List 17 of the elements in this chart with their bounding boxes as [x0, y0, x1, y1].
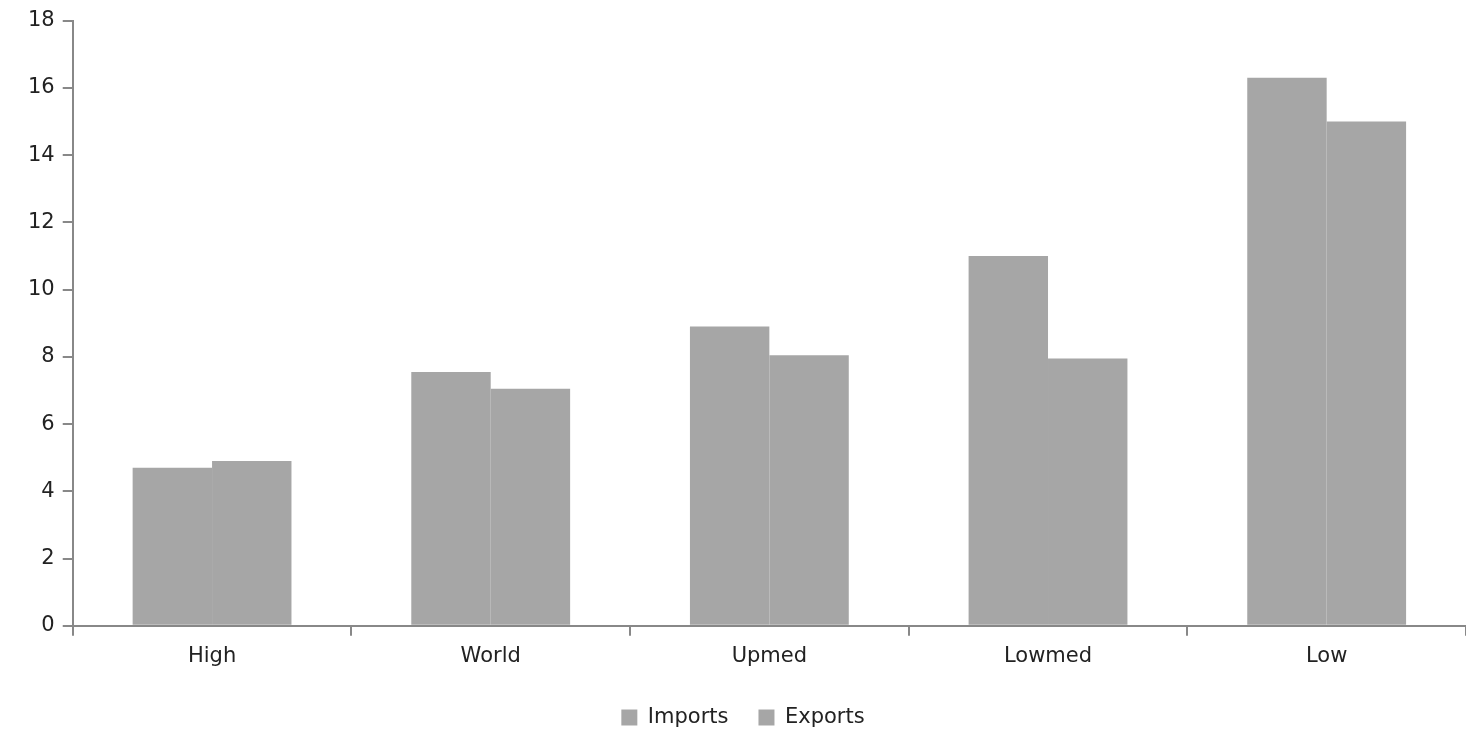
y-tick-label: 8	[41, 343, 55, 368]
x-tick-label: Lowmed	[1003, 642, 1093, 667]
y-tick-label: 2	[41, 545, 55, 570]
x-tick-label: High	[187, 642, 237, 667]
legend-label: Exports	[784, 703, 865, 728]
x-tick-label: World	[460, 642, 521, 667]
legend-label: Imports	[647, 703, 729, 728]
y-tick-label: 6	[41, 410, 55, 435]
x-tick-label: Upmed	[731, 642, 808, 667]
y-tick-label: 12	[27, 208, 55, 233]
y-tick-label: 16	[27, 74, 55, 99]
y-tick-label: 18	[27, 7, 55, 32]
y-tick-label: 14	[27, 141, 55, 166]
y-tick-label: 0	[41, 612, 55, 637]
y-tick-label: 4	[41, 477, 55, 502]
y-tick-label: 10	[27, 276, 55, 301]
x-tick-label: Low	[1305, 642, 1348, 667]
